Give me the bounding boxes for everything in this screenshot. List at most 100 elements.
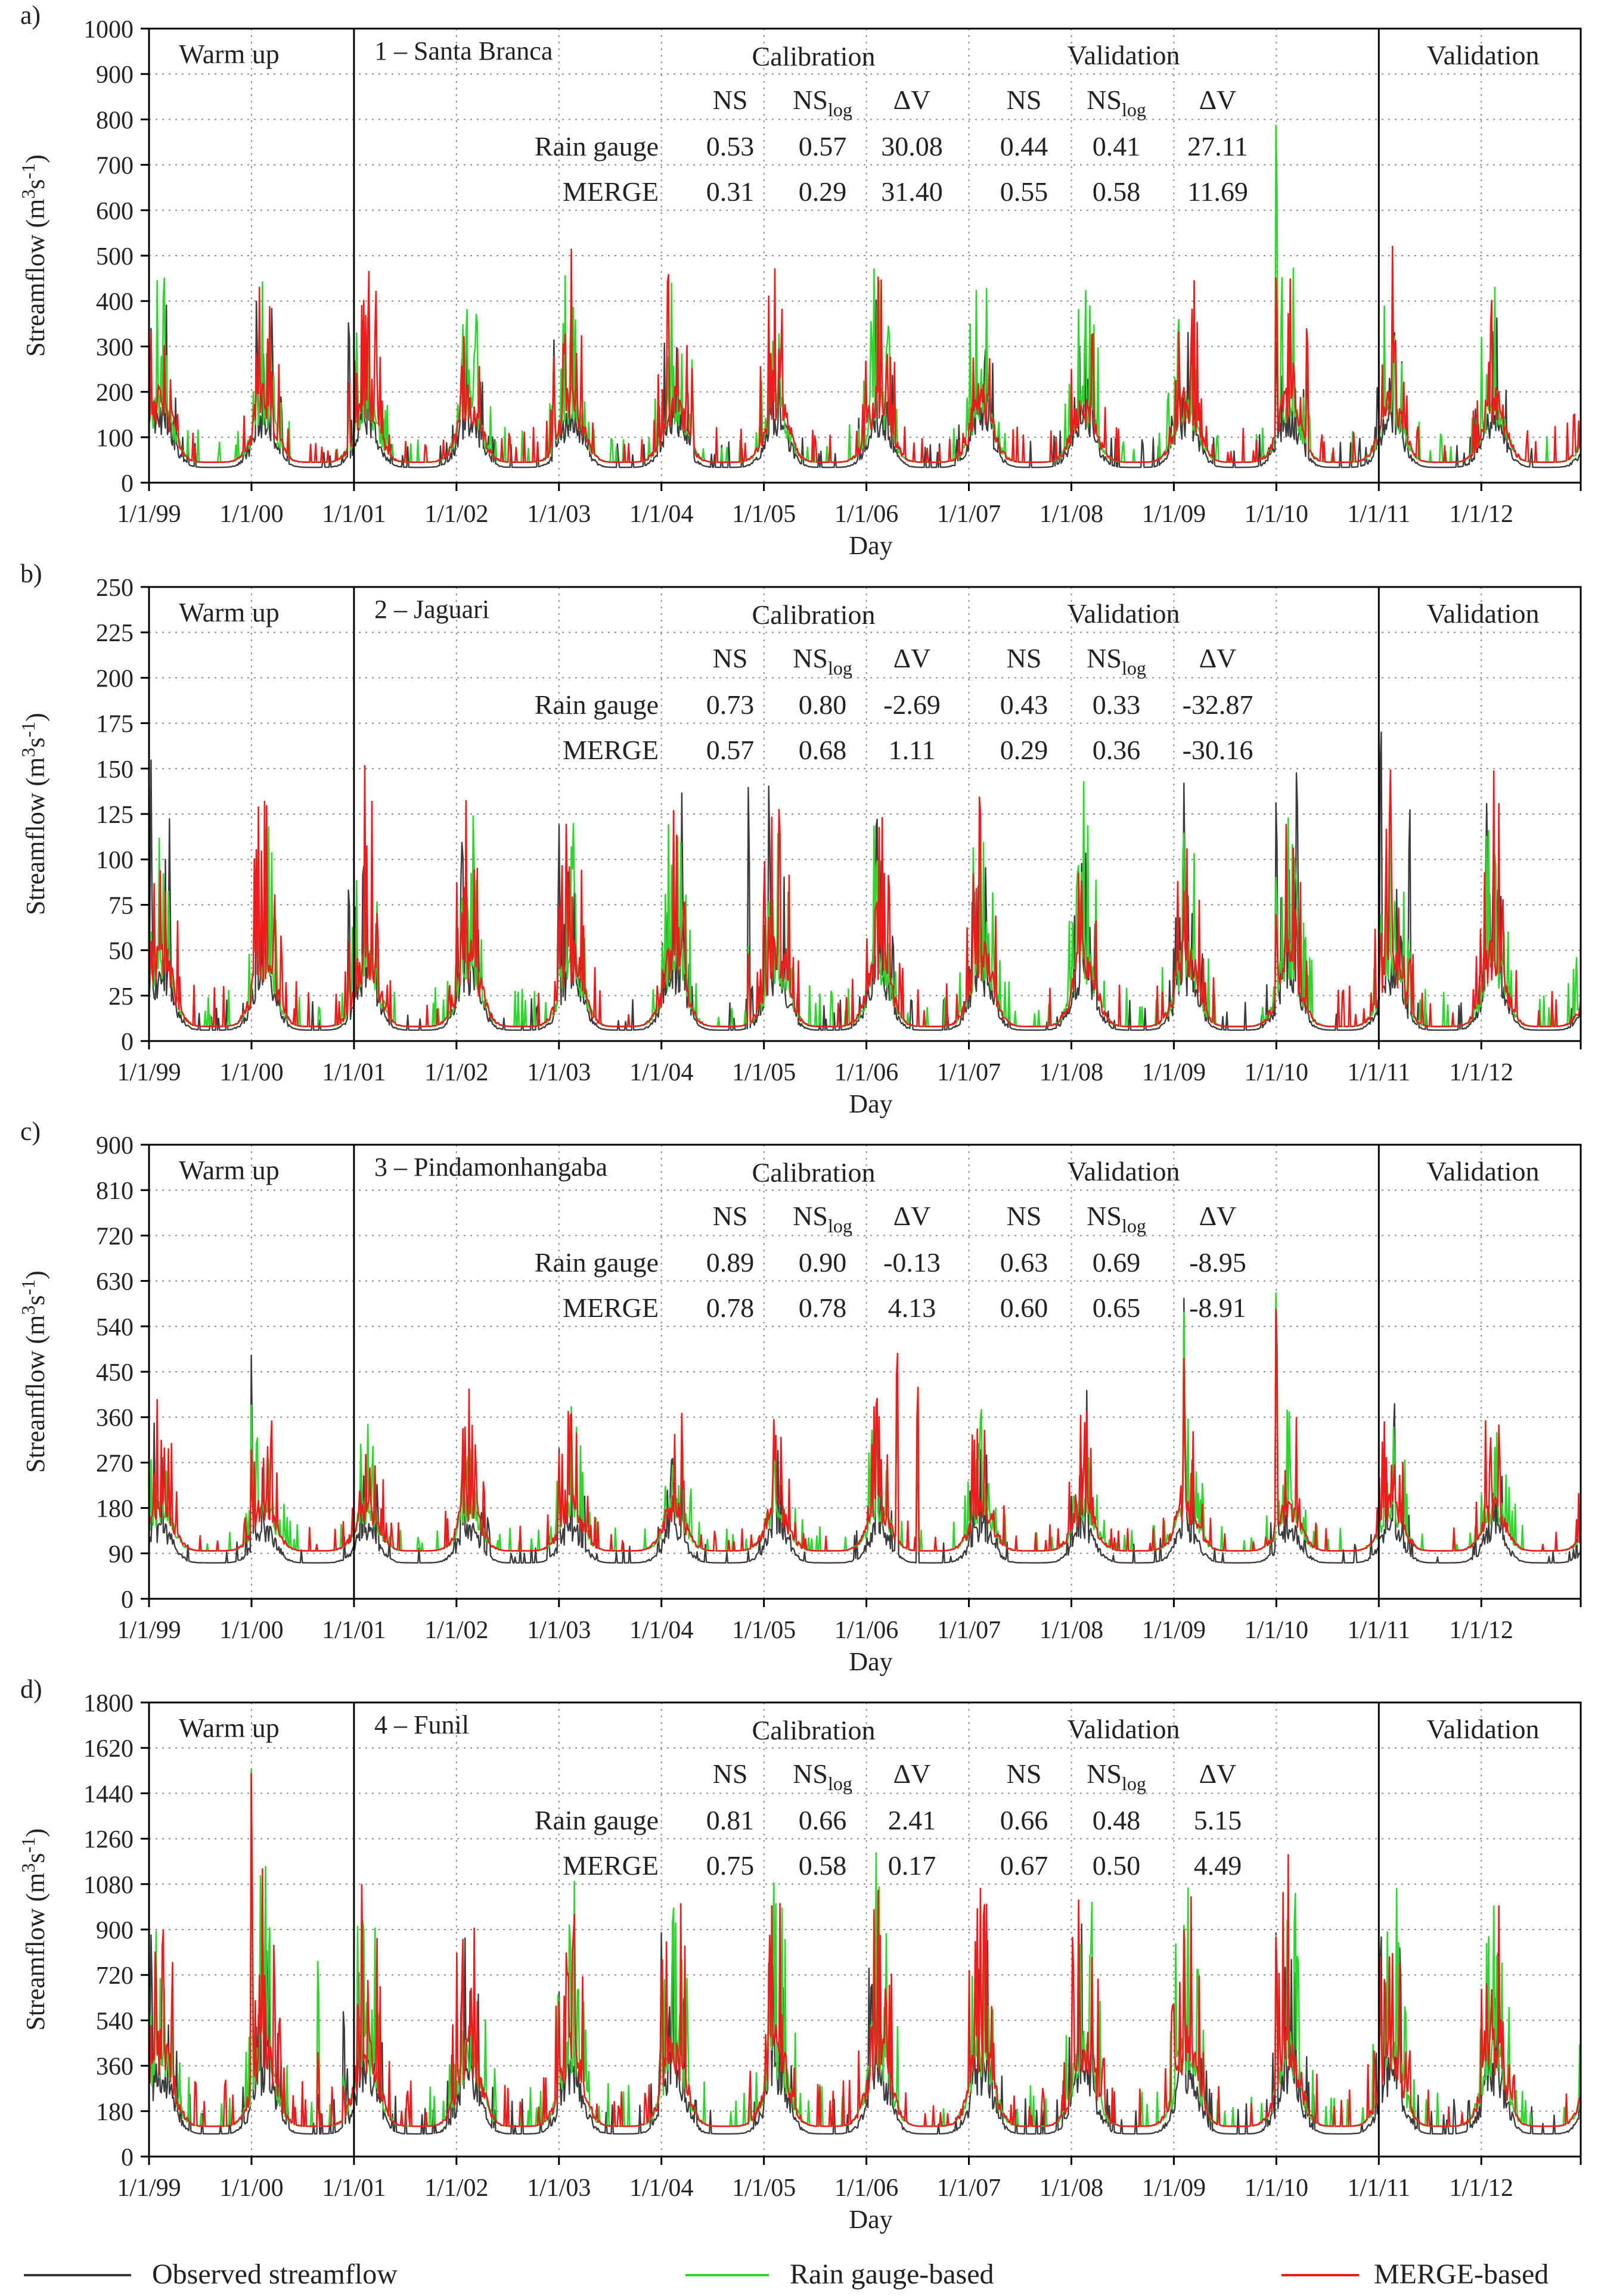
period-label-validation: Validation [1067, 1714, 1180, 1744]
y-tick-label: 0 [121, 1586, 134, 1614]
panel-label: a) [20, 1, 41, 30]
stats-value: -8.95 [1189, 1247, 1246, 1278]
x-tick-label: 1/1/12 [1450, 1059, 1513, 1086]
x-tick-label: 1/1/10 [1245, 501, 1308, 528]
period-label-validation-2: Validation [1426, 1156, 1539, 1186]
y-tick-label: 75 [108, 892, 134, 919]
y-tick-label: 180 [96, 2099, 134, 2126]
stats-value: 0.69 [1093, 1247, 1141, 1278]
x-tick-label: 1/1/07 [937, 501, 1001, 528]
stats-header: NSlog [1087, 85, 1146, 120]
stats-header: NS [1007, 85, 1042, 115]
y-axis-title: Streamflow (m3s-1) [17, 1270, 50, 1473]
y-tick-label: 250 [96, 574, 134, 602]
stats-value: 0.68 [799, 735, 847, 765]
stats-header: NSlog [1087, 643, 1146, 679]
x-tick-label: 1/1/07 [937, 2174, 1001, 2202]
stats-value: 31.40 [881, 176, 943, 207]
observed-series-line [148, 1773, 1582, 2135]
y-axis-title: Streamflow (m3s-1) [17, 154, 50, 357]
x-tick-label: 1/1/01 [322, 501, 386, 528]
stats-header: NSlog [1087, 1201, 1146, 1236]
y-tick-label: 180 [96, 1496, 134, 1523]
y-tick-label: 100 [96, 425, 134, 452]
x-tick-label: 1/1/11 [1347, 1617, 1410, 1644]
stats-value: 0.29 [799, 176, 847, 207]
x-tick-label: 1/1/08 [1040, 1059, 1103, 1086]
y-tick-label: 100 [96, 847, 134, 874]
x-tick-label: 1/1/03 [527, 1059, 591, 1086]
y-tick-label: 0 [121, 2144, 134, 2171]
period-label-calibration: Calibration [752, 599, 876, 630]
period-label-validation: Validation [1067, 598, 1180, 629]
y-tick-label: 400 [96, 288, 134, 316]
stats-header: NSlog [793, 643, 852, 679]
x-tick-label: 1/1/11 [1347, 1059, 1410, 1086]
y-tick-label: 300 [96, 334, 134, 361]
x-tick-label: 1/1/04 [629, 1059, 693, 1086]
stats-value: 0.31 [706, 176, 755, 207]
station-title: 3 – Pindamonhangaba [374, 1152, 607, 1182]
x-tick-label: 1/1/10 [1245, 1059, 1308, 1086]
y-tick-label: 200 [96, 665, 134, 692]
x-tick-label: 1/1/00 [219, 1617, 283, 1644]
stats-header: NS [1007, 1758, 1042, 1789]
stats-row-label: MERGE [563, 176, 659, 207]
x-tick-label: 1/1/02 [424, 501, 488, 528]
stats-header: NS [1007, 643, 1042, 673]
y-tick-label: 90 [108, 1541, 134, 1568]
x-tick-label: 1/1/12 [1450, 2174, 1513, 2202]
x-tick-label: 1/1/03 [527, 1617, 591, 1644]
stats-value: 5.15 [1194, 1805, 1242, 1835]
stats-header: NSlog [793, 85, 852, 120]
stats-value: 0.89 [706, 1247, 755, 1278]
stats-value: 0.80 [799, 689, 847, 720]
y-tick-label: 25 [108, 983, 134, 1011]
panel-d: 0 180 360 540 720 900 1080 1260 1440 1620 1800 1/1/… [17, 1674, 1582, 2234]
panel-label: b) [20, 559, 42, 588]
y-tick-label: 540 [96, 1314, 134, 1341]
y-tick-label: 540 [96, 2008, 134, 2035]
stats-row-label: MERGE [563, 1850, 659, 1881]
period-label-validation-2: Validation [1426, 40, 1539, 70]
y-tick-label: 0 [121, 1029, 134, 1056]
y-tick-label: 1000 [83, 16, 134, 44]
x-tick-label: 1/1/02 [424, 1617, 488, 1644]
stats-header: NS [713, 1758, 748, 1789]
x-tick-label: 1/1/01 [322, 2174, 386, 2202]
x-tick-label: 1/1/09 [1142, 1617, 1206, 1644]
y-tick-label: 50 [108, 938, 134, 965]
period-label-warmup: Warm up [179, 1155, 280, 1185]
y-tick-label: 200 [96, 380, 134, 407]
stats-value: 0.57 [706, 735, 755, 765]
stats-header: ΔV [1199, 85, 1237, 115]
panel-a: 0 100 200 300 400 500 600 700 800 900 1000 1/1/99 1/… [17, 1, 1582, 560]
x-tick-label: 1/1/09 [1142, 2174, 1206, 2202]
x-axis-title: Day [849, 1089, 892, 1119]
x-tick-label: 1/1/05 [732, 1059, 796, 1086]
period-label-warmup: Warm up [179, 597, 280, 627]
x-tick-label: 1/1/09 [1142, 1059, 1206, 1086]
x-axis-title: Day [849, 531, 892, 560]
station-title: 1 – Santa Branca [374, 36, 553, 66]
y-tick-label: 450 [96, 1359, 134, 1387]
period-label-validation-2: Validation [1426, 598, 1539, 629]
y-tick-label: 0 [121, 470, 134, 498]
stats-value: 0.58 [1093, 176, 1141, 207]
station-title: 4 – Funil [374, 1710, 469, 1739]
station-title: 2 – Jaguari [374, 595, 489, 624]
x-tick-label: 1/1/00 [219, 2174, 283, 2202]
period-label-warmup: Warm up [179, 1713, 280, 1743]
y-tick-label: 810 [96, 1177, 134, 1205]
stats-value: -2.69 [883, 689, 941, 720]
stats-row-label: MERGE [563, 1293, 659, 1323]
stats-header: ΔV [893, 1201, 931, 1231]
stats-value: 0.57 [799, 131, 847, 161]
stats-header: NS [713, 85, 748, 115]
y-tick-label: 1440 [83, 1781, 134, 1808]
y-tick-label: 900 [96, 61, 134, 89]
stats-value: 0.48 [1093, 1805, 1141, 1835]
x-tick-label: 1/1/05 [732, 1617, 796, 1644]
stats-value: 0.78 [706, 1293, 755, 1323]
x-tick-label: 1/1/11 [1347, 2174, 1410, 2202]
